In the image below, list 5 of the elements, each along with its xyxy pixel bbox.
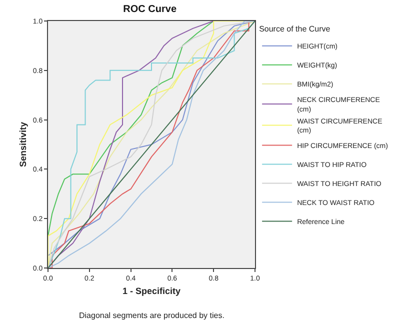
x-axis-title: 1 - Specificity [122,286,181,296]
legend-title: Source of the Curve [259,24,331,34]
chart-title: ROC Curve [123,4,177,15]
text: Diagonal segments are produced by ties. [79,311,224,320]
y-axis-title: Sensitivity [18,122,28,168]
